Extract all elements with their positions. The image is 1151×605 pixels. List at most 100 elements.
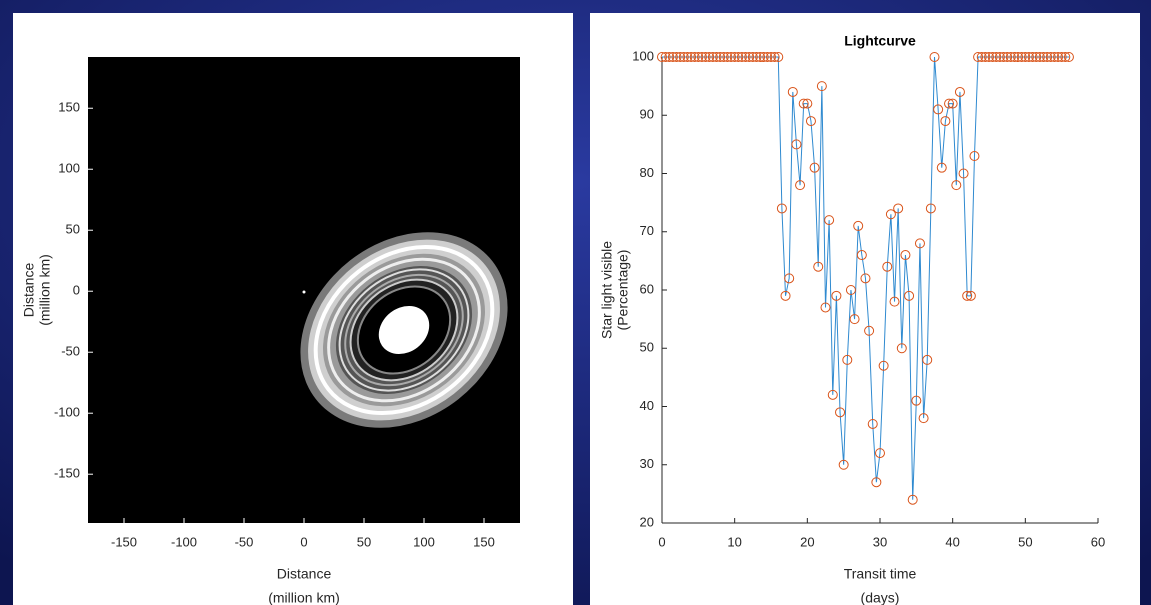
marker	[962, 290, 973, 301]
marker	[969, 151, 980, 162]
marker	[864, 325, 875, 336]
marker	[1060, 52, 1071, 62]
x-tick-label: -50	[235, 534, 254, 549]
x-tick-label: 0	[658, 534, 665, 549]
marker	[954, 86, 965, 97]
marker	[951, 180, 962, 191]
marker	[780, 290, 791, 301]
x-tick-label: 60	[1091, 534, 1105, 549]
marker	[671, 52, 682, 62]
y-axis-label: Distance	[21, 263, 37, 318]
marker	[693, 52, 704, 62]
x-axis-label: (days)	[861, 590, 900, 605]
marker	[885, 209, 896, 220]
marker	[1045, 52, 1056, 62]
marker	[994, 52, 1005, 62]
marker	[860, 273, 871, 284]
marker	[973, 52, 984, 62]
marker	[947, 98, 958, 109]
y-axis-label: (Percentage)	[615, 250, 631, 331]
marker	[922, 354, 933, 365]
marker	[827, 389, 838, 400]
marker	[1009, 52, 1020, 62]
marker	[944, 98, 955, 109]
y-tick-label: 100	[632, 48, 654, 63]
marker	[1056, 52, 1067, 62]
marker	[987, 52, 998, 62]
marker	[787, 86, 798, 97]
marker	[715, 52, 726, 62]
y-tick-label: -100	[54, 405, 80, 420]
marker	[980, 52, 991, 62]
x-tick-label: 50	[1018, 534, 1032, 549]
marker	[1023, 52, 1034, 62]
marker	[998, 52, 1009, 62]
y-tick-label: 80	[640, 165, 654, 180]
marker	[809, 162, 820, 173]
marker	[813, 261, 824, 272]
marker	[733, 52, 744, 62]
marker	[965, 290, 976, 301]
marker	[798, 98, 809, 109]
marker	[802, 98, 813, 109]
marker	[918, 413, 929, 424]
marker	[773, 52, 784, 62]
marker	[784, 273, 795, 284]
y-tick-label: 100	[58, 161, 80, 176]
marker	[849, 314, 860, 325]
ring-system	[300, 232, 508, 428]
x-tick-label: 10	[727, 534, 741, 549]
x-axis-label: Transit time	[844, 566, 917, 582]
marker	[664, 52, 675, 62]
marker	[889, 296, 900, 307]
marker	[1016, 52, 1027, 62]
marker	[675, 52, 686, 62]
marker	[1020, 52, 1031, 62]
marker	[776, 203, 787, 214]
x-tick-label: 20	[800, 534, 814, 549]
marker	[838, 459, 849, 470]
marker	[736, 52, 747, 62]
marker	[1049, 52, 1060, 62]
y-tick-label: 150	[58, 100, 80, 115]
y-tick-label: 0	[73, 283, 80, 298]
marker	[686, 52, 697, 62]
marker	[1053, 52, 1064, 62]
y-tick-label: 20	[640, 514, 654, 529]
marker	[678, 52, 689, 62]
marker	[751, 52, 762, 62]
marker	[762, 52, 773, 62]
x-tick-label: -150	[111, 534, 137, 549]
y-axis-label: Star light visible	[599, 241, 615, 339]
marker	[667, 52, 678, 62]
marker	[831, 290, 842, 301]
marker	[657, 52, 667, 62]
marker	[1027, 52, 1038, 62]
marker	[958, 168, 969, 179]
marker	[845, 285, 856, 295]
x-tick-label: 40	[945, 534, 959, 549]
star	[302, 290, 306, 294]
marker	[925, 203, 936, 214]
marker	[904, 290, 915, 301]
marker	[718, 52, 729, 62]
marker	[744, 52, 755, 62]
chart-title: Lightcurve	[844, 33, 916, 49]
x-tick-label: 100	[413, 534, 435, 549]
marker	[853, 220, 864, 231]
marker	[726, 52, 737, 62]
marker	[700, 52, 711, 62]
marker	[875, 448, 885, 459]
marker	[696, 52, 707, 62]
marker	[871, 477, 882, 488]
marker	[805, 116, 816, 127]
x-tick-label: 0	[300, 534, 307, 549]
marker	[704, 52, 715, 62]
marker	[707, 52, 718, 62]
marker	[1063, 52, 1074, 62]
y-tick-label: 50	[66, 222, 80, 237]
y-tick-label: 60	[640, 281, 654, 296]
y-tick-label: 70	[640, 223, 654, 238]
marker	[722, 52, 733, 62]
